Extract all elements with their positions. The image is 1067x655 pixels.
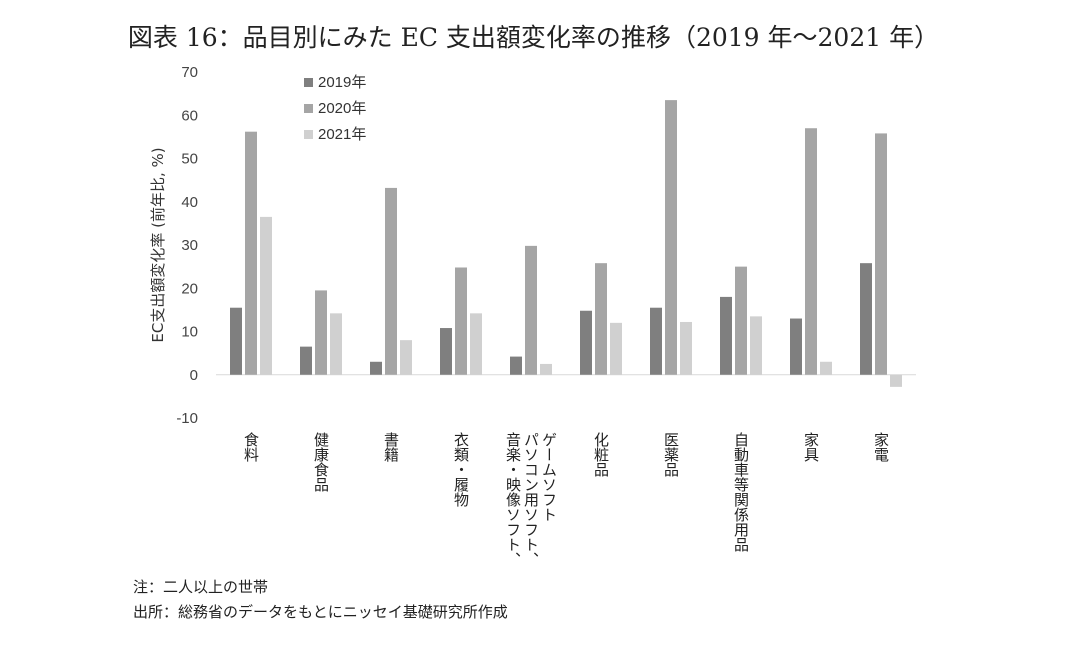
y-tick-label: 50 [181, 151, 198, 168]
footnote: 注：二人以上の世帯 [133, 578, 269, 596]
category-labels: 食料 健康食品 書籍 衣類・履物 音楽・映像ソフト、 パソコン用ソフト、 ゲームソフト 化粧品… [242, 432, 890, 567]
bar-2021年 [750, 316, 762, 375]
bar-2019年 [720, 296, 732, 375]
bar-2020年 [315, 290, 327, 375]
legend-label: 2020年 [318, 100, 366, 117]
bar-2019年 [650, 307, 662, 375]
bar-2020年 [455, 267, 467, 375]
category-label: 食料 [242, 432, 260, 462]
bar-2021年 [890, 374, 902, 387]
bar-2020年 [525, 245, 537, 375]
source-note: 出所：総務省のデータをもとにニッセイ基礎研究所作成 [133, 603, 508, 621]
legend-swatch [304, 130, 313, 139]
bar-chart: -10 0 10 20 30 40 50 60 70 食料 健康食品 書籍 衣類・履物 音楽・映像ソフト… [149, 64, 916, 567]
bar-2019年 [230, 307, 242, 375]
legend-swatch [304, 78, 313, 87]
category-label: 化粧品 [592, 432, 610, 477]
y-tick-label: 30 [181, 237, 198, 254]
y-tick-label: 40 [181, 194, 198, 211]
chart-title: 図表 16：品目別にみた EC 支出額変化率の推移（2019 年〜2021 年） [127, 23, 940, 52]
y-tick-label: 10 [181, 324, 198, 341]
category-label: 衣類・履物 [452, 432, 470, 508]
category-label: 医薬品 [662, 432, 680, 477]
bar-2021年 [680, 321, 692, 375]
y-axis-ticks: -10 0 10 20 30 40 50 60 70 [176, 64, 198, 427]
category-label: 家電 [872, 432, 890, 462]
bars [230, 100, 902, 387]
category-label: パソコン用ソフト、 [522, 432, 540, 567]
bar-2019年 [300, 346, 312, 375]
bar-2019年 [790, 318, 802, 375]
bar-2021年 [330, 313, 342, 375]
bar-2020年 [595, 263, 607, 375]
category-label: 音楽・映像ソフト、 [504, 432, 522, 567]
legend-label: 2019年 [318, 74, 366, 91]
bar-2020年 [735, 266, 747, 375]
category-label: 健康食品 [312, 432, 330, 492]
category-label: 自動車等関係用品 [732, 432, 750, 552]
bar-2021年 [540, 363, 552, 375]
bar-2020年 [245, 131, 257, 375]
y-tick-label: 60 [181, 107, 198, 124]
category-label: ゲームソフト [540, 432, 558, 522]
bar-2019年 [860, 263, 872, 375]
bar-2020年 [385, 187, 397, 375]
bar-2020年 [805, 128, 817, 375]
bar-2019年 [370, 361, 382, 375]
category-label: 家具 [802, 432, 820, 462]
y-axis-title: EC支出額変化率 (前年比, %) [149, 147, 167, 342]
bar-2021年 [610, 322, 622, 375]
bar-2020年 [875, 133, 887, 375]
legend-label: 2021年 [318, 126, 366, 143]
bar-2019年 [440, 328, 452, 375]
y-tick-label: 20 [181, 280, 198, 297]
bar-2021年 [470, 313, 482, 375]
bar-2019年 [580, 310, 592, 375]
bar-2021年 [820, 361, 832, 375]
legend: 2019年 2020年 2021年 [304, 74, 366, 143]
y-tick-label: -10 [176, 410, 198, 427]
legend-swatch [304, 104, 313, 113]
y-tick-label: 0 [190, 367, 198, 384]
bar-2019年 [510, 356, 522, 375]
y-tick-label: 70 [181, 64, 198, 81]
bar-2020年 [665, 100, 677, 375]
category-label: 書籍 [382, 432, 400, 462]
bar-2021年 [260, 216, 272, 375]
bar-2021年 [400, 340, 412, 375]
